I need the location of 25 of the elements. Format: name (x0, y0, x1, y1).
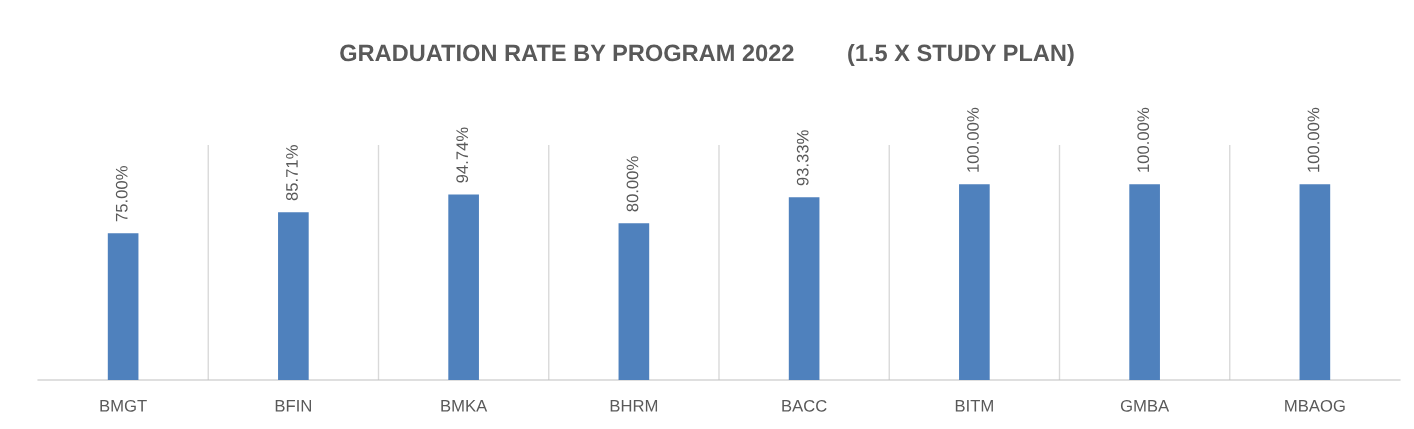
x-tick-label: GMBA (1120, 399, 1170, 412)
bar (107, 233, 139, 380)
data-label: 75.00% (115, 166, 128, 222)
x-tick-label: BMGT (100, 399, 147, 412)
x-tick-label: MBAOG (1285, 399, 1345, 412)
bar (1129, 184, 1160, 380)
data-label: 85.71% (286, 145, 298, 201)
bar (1299, 184, 1331, 380)
data-label: 94.74% (456, 127, 469, 183)
bar (618, 223, 650, 380)
data-label: 100.00% (967, 107, 979, 172)
data-label: 80.00% (626, 156, 639, 212)
bar (959, 184, 990, 380)
data-label: 100.00% (1307, 107, 1320, 172)
chart-title: GRADUATION RATE BY PROGRAM 2022 (1.5 X STUDY PLAN) (340, 44, 1074, 66)
x-tick-label: BITM (955, 400, 993, 412)
x-tick-label: BFIN (275, 400, 311, 412)
data-label: 93.33% (796, 130, 809, 186)
x-tick-label: BMKA (441, 400, 488, 412)
bar (448, 194, 479, 380)
data-label: 100.00% (1137, 107, 1150, 172)
x-tick-label: BACC (782, 399, 827, 412)
x-tick-label: BHRM (610, 400, 658, 412)
bar (278, 212, 309, 380)
bar (788, 197, 820, 380)
